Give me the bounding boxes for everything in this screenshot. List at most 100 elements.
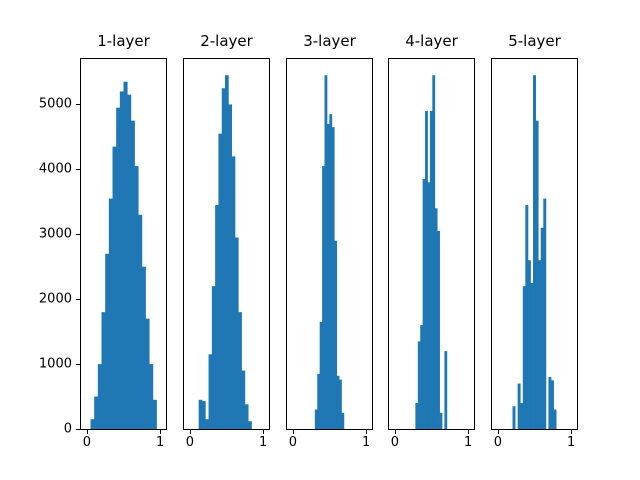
histogram-bars xyxy=(314,75,345,429)
x-tick-mark xyxy=(86,430,88,434)
histogram-bar xyxy=(116,107,121,429)
histogram-bar xyxy=(550,380,554,429)
x-tick-mark xyxy=(497,430,499,434)
histogram-bar xyxy=(326,123,330,429)
x-tick-label: 1 xyxy=(155,435,165,450)
histogram-bar xyxy=(329,114,333,429)
histogram-bar xyxy=(427,182,431,429)
histogram-bar xyxy=(234,237,239,429)
x-tick-label: 0 xyxy=(185,435,195,450)
histogram-bar xyxy=(429,110,433,429)
histogram-bar xyxy=(228,104,233,429)
x-tick-label: 0 xyxy=(493,435,503,450)
histogram-bars xyxy=(512,75,557,429)
histogram-bar xyxy=(322,166,325,429)
histogram-bar xyxy=(90,419,95,429)
histogram-bar xyxy=(112,146,117,429)
histogram-bar xyxy=(127,94,132,429)
histogram-bar xyxy=(97,364,102,429)
histogram-bar xyxy=(108,198,113,429)
histogram-bars xyxy=(415,75,448,429)
subplot-3-layer: 3-layer 0 1 xyxy=(286,32,373,449)
histogram-bar xyxy=(211,286,216,429)
subplot-4-layer: 4-layer 0 1 xyxy=(388,32,475,449)
x-tick-mark xyxy=(160,430,162,434)
histogram-bar xyxy=(134,166,139,429)
x-tick-mark xyxy=(189,430,191,434)
x-tick-mark xyxy=(394,430,396,434)
histogram-bar xyxy=(517,383,521,429)
y-tick-mark xyxy=(76,299,80,301)
x-tick-label: 1 xyxy=(566,435,576,450)
histogram-bar xyxy=(244,404,249,429)
histogram-bar xyxy=(538,260,542,429)
histogram-bar xyxy=(420,325,424,429)
histogram-bar xyxy=(444,351,448,429)
histogram-bar xyxy=(553,409,557,429)
histogram-bar xyxy=(215,205,219,429)
subplot-2-layer: 2-layer 0 1 xyxy=(183,32,270,449)
y-tick-label: 0 xyxy=(63,421,72,437)
subplot-title: 3-layer xyxy=(303,32,356,50)
histogram-bar xyxy=(533,75,536,429)
histogram-bar xyxy=(525,205,529,429)
y-tick-mark xyxy=(76,169,80,171)
histogram-bar xyxy=(522,286,526,429)
y-tick-label: 5000 xyxy=(38,96,72,112)
histogram-bar xyxy=(319,321,323,429)
histogram-bar xyxy=(314,409,318,429)
subplot-title: 1-layer xyxy=(97,32,150,50)
x-tick-mark xyxy=(571,430,573,434)
histogram-bar xyxy=(205,419,209,429)
histogram-bar xyxy=(439,412,443,429)
histogram-bar xyxy=(422,179,426,429)
histogram-bar xyxy=(238,312,242,429)
histogram-bar xyxy=(339,379,342,429)
histogram-bar xyxy=(336,375,340,429)
histogram-bar xyxy=(512,406,516,429)
subplot-1-layer: 1-layer 0 1 0 1000 2000 3000 4000 5000 xyxy=(39,32,167,449)
histogram-bar xyxy=(425,110,428,429)
subplot-5-layer: 5-layer 0 1 xyxy=(491,32,578,449)
histogram-bar xyxy=(437,231,440,429)
histogram-bar xyxy=(218,133,223,429)
y-tick-mark xyxy=(76,234,80,236)
x-tick-label: 1 xyxy=(258,435,268,450)
histogram-bar xyxy=(94,396,99,429)
histogram-bar xyxy=(221,88,226,429)
subplot-title: 4-layer xyxy=(405,32,458,50)
histogram-bar xyxy=(101,312,106,429)
histogram-bar xyxy=(432,75,436,429)
histogram-bar xyxy=(417,341,421,429)
x-tick-label: 0 xyxy=(390,435,400,450)
x-tick-mark xyxy=(366,430,368,434)
histogram-bars xyxy=(90,81,157,429)
x-tick-mark xyxy=(468,430,470,434)
histogram-bars xyxy=(198,75,252,429)
histogram-bar xyxy=(530,282,534,429)
histogram-bar xyxy=(130,120,135,429)
x-tick-mark xyxy=(263,430,265,434)
histogram-bar xyxy=(119,91,124,429)
histogram-bar xyxy=(123,81,128,429)
histogram-bar xyxy=(149,364,154,429)
histogram-bar xyxy=(231,156,236,429)
histogram-bar xyxy=(241,370,246,429)
histogram-bar xyxy=(331,127,335,429)
histogram-bar xyxy=(152,399,157,429)
histogram-bar xyxy=(225,75,229,429)
y-tick-label: 3000 xyxy=(38,226,72,242)
histogram-bar xyxy=(141,266,146,429)
histogram-bar xyxy=(341,412,345,429)
histogram-bar xyxy=(324,75,328,429)
histogram-bar xyxy=(105,253,110,429)
y-tick-label: 1000 xyxy=(38,356,72,372)
histogram-bar xyxy=(434,208,438,429)
x-tick-label: 0 xyxy=(82,435,92,450)
x-tick-mark xyxy=(292,430,294,434)
histogram-bar xyxy=(145,318,150,429)
histogram-bar xyxy=(527,260,531,429)
histogram-bar xyxy=(138,214,143,429)
x-tick-label: 0 xyxy=(288,435,298,450)
